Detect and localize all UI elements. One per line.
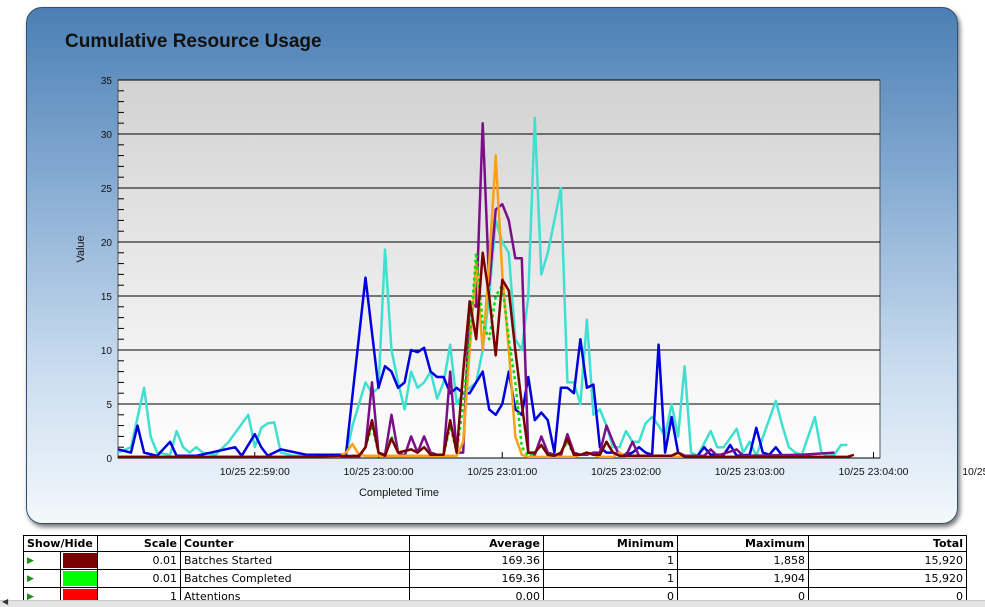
- series-line: [118, 251, 855, 458]
- table-header-row: Show/Hide Scale Counter Average Minimum …: [23, 535, 967, 552]
- x-axis-label: Completed Time: [359, 487, 439, 499]
- resource-usage-chart: 0 5 10 15 20 25 30 35 10/25 22:59:00 10/25 23:00:…: [75, 76, 985, 499]
- play-icon[interactable]: ▶: [27, 556, 34, 566]
- y-tick-label: 10: [101, 346, 113, 357]
- show-toggle[interactable]: ▶: [23, 569, 61, 588]
- minimum-cell: 1: [543, 569, 678, 588]
- minimum-header[interactable]: Minimum: [543, 535, 678, 552]
- average-header[interactable]: Average: [409, 535, 544, 552]
- play-icon[interactable]: ▶: [27, 592, 34, 602]
- counter-table: Show/Hide Scale Counter Average Minimum …: [23, 535, 967, 606]
- average-cell: 169.36: [409, 551, 544, 570]
- counter-header[interactable]: Counter: [180, 535, 410, 552]
- horizontal-scrollbar[interactable]: ◀: [0, 597, 985, 607]
- y-tick-label: 25: [101, 184, 113, 195]
- minimum-cell: 1: [543, 551, 678, 570]
- series-line: [118, 116, 848, 458]
- y-tick-label: 0: [106, 454, 112, 465]
- total-cell: 15,920: [808, 551, 967, 570]
- y-tick-label: 30: [101, 130, 113, 141]
- plot-area: [117, 79, 881, 459]
- table-row[interactable]: ▶ 0.01 Batches Started 169.36 1 1,858 15…: [23, 551, 967, 570]
- play-icon[interactable]: ▶: [27, 574, 34, 584]
- color-swatch[interactable]: [63, 553, 97, 568]
- y-tick-label: 20: [101, 238, 113, 249]
- counter-cell: Batches Started: [180, 551, 410, 570]
- x-tick-label: 10/25 23:03:00: [715, 466, 785, 478]
- color-swatch[interactable]: [63, 571, 97, 586]
- x-tick-label: 10/25 23:02:00: [591, 466, 661, 478]
- x-tick-label: 10/25 23:05:00: [962, 466, 985, 478]
- color-cell[interactable]: [60, 569, 98, 588]
- panel-title: Cumulative Resource Usage: [65, 31, 322, 52]
- average-cell: 169.36: [409, 569, 544, 588]
- maximum-cell: 1,858: [677, 551, 809, 570]
- table-row[interactable]: ▶ 0.01 Batches Completed 169.36 1 1,904 …: [23, 569, 967, 588]
- y-tick-label: 15: [101, 292, 113, 303]
- x-tick-label: 10/25 22:59:00: [220, 466, 290, 478]
- scale-header[interactable]: Scale: [97, 535, 181, 552]
- show-hide-header[interactable]: Show/Hide: [23, 535, 98, 552]
- y-axis-label: Value: [75, 235, 87, 262]
- show-toggle[interactable]: ▶: [23, 551, 61, 570]
- x-tick-label: 10/25 23:04:00: [838, 466, 908, 478]
- total-cell: 15,920: [808, 569, 967, 588]
- color-cell[interactable]: [60, 551, 98, 570]
- scale-cell: 0.01: [97, 551, 181, 570]
- scale-cell: 0.01: [97, 569, 181, 588]
- maximum-cell: 1,904: [677, 569, 809, 588]
- x-tick-label: 10/25 23:01:00: [467, 466, 537, 478]
- scroll-left-icon[interactable]: ◀: [2, 597, 9, 606]
- total-header[interactable]: Total: [808, 535, 967, 552]
- y-tick-label: 35: [101, 76, 113, 87]
- counter-cell: Batches Completed: [180, 569, 410, 588]
- y-tick-label: 5: [106, 400, 112, 411]
- maximum-header[interactable]: Maximum: [677, 535, 809, 552]
- x-tick-label: 10/25 23:00:00: [343, 466, 413, 478]
